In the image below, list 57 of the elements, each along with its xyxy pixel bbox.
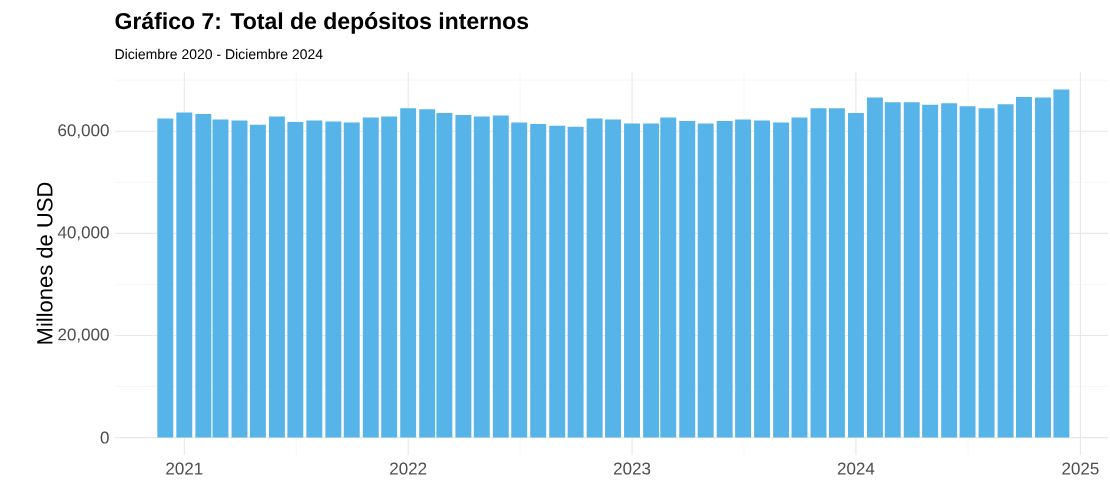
bar [586, 118, 603, 438]
y-tick-label: 0 [100, 431, 109, 444]
bar [492, 115, 509, 438]
y-tick-label: 60,000 [58, 124, 109, 139]
bar [978, 108, 995, 438]
bar [343, 122, 360, 438]
bar [866, 97, 883, 438]
bar [362, 117, 379, 438]
bar [549, 125, 566, 438]
bar [810, 108, 827, 438]
bar [325, 121, 342, 438]
bar [530, 124, 547, 438]
y-tick-label: 40,000 [57, 226, 109, 241]
bar [212, 119, 229, 438]
y-axis-title: Millones de USD [36, 182, 53, 344]
bar [903, 102, 920, 438]
bar [455, 114, 472, 438]
bar [754, 120, 771, 438]
bar [773, 122, 790, 438]
bar [884, 102, 901, 438]
x-tick-label: 2022 [390, 462, 427, 475]
y-tick-label: 20,000 [58, 328, 109, 343]
bar [997, 104, 1014, 438]
x-tick-label: 2025 [1062, 462, 1099, 475]
bar [268, 116, 285, 438]
bar [473, 116, 490, 438]
bar [195, 113, 212, 438]
bar [941, 103, 958, 438]
x-tick-label: 2023 [614, 462, 651, 475]
bar [959, 106, 976, 438]
bar [400, 108, 417, 438]
bar [624, 123, 641, 438]
bar [249, 124, 266, 438]
bar [567, 126, 584, 438]
bar [679, 121, 696, 438]
bar [511, 122, 528, 438]
bar [381, 116, 398, 438]
bar [735, 119, 752, 438]
bar [922, 104, 939, 438]
bar [287, 122, 304, 438]
x-tick-label: 2021 [166, 462, 203, 475]
bar [157, 118, 174, 438]
bar [1035, 97, 1051, 438]
chart-subtitle: Diciembre 2020 - Diciembre 2024 [115, 48, 323, 60]
bar [176, 112, 193, 438]
chart-title: Gráfico 7: Total de depósitos internos [115, 12, 529, 34]
bar [1053, 89, 1070, 438]
bar [231, 120, 248, 438]
bar [605, 119, 622, 438]
bar [697, 123, 714, 438]
x-tick-label: 2024 [837, 462, 875, 475]
bar [847, 112, 864, 438]
bar [828, 108, 845, 438]
bar [306, 120, 323, 438]
bar [1016, 97, 1032, 438]
bar [716, 121, 733, 438]
bar [791, 117, 808, 438]
